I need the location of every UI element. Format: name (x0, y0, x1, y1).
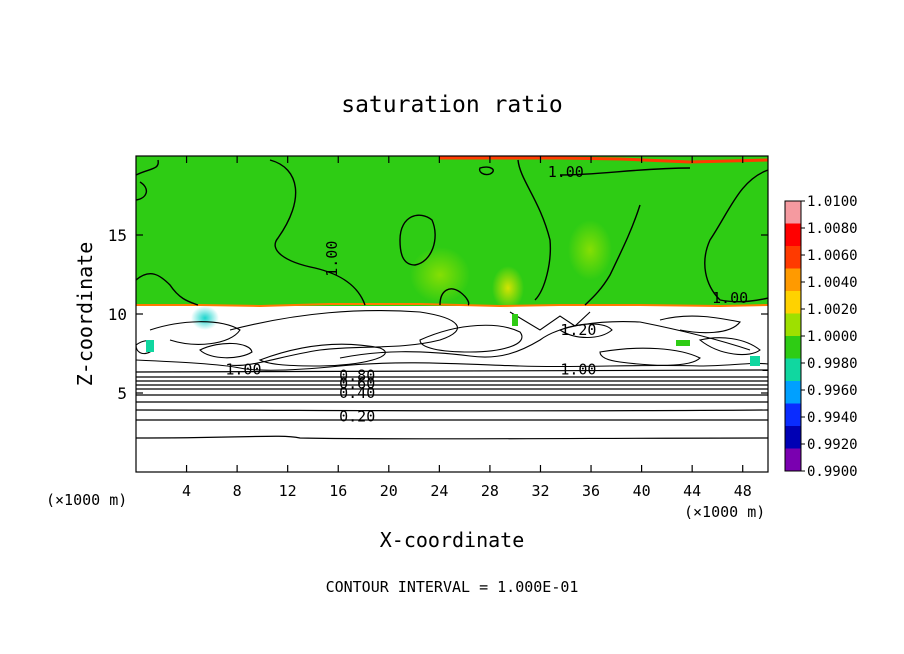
x-tick-label: 28 (481, 482, 499, 500)
green-blotch-right (676, 340, 690, 346)
x-tick-label: 32 (531, 482, 549, 500)
contour-label: 0.80 (339, 367, 375, 385)
x-tick-label: 24 (430, 482, 448, 500)
colorbar-swatch (785, 268, 801, 292)
cyan-blotch-left (146, 340, 154, 352)
colorbar-label: 1.0080 (807, 221, 858, 237)
lightgreen-anomaly-1 (410, 247, 470, 303)
contour-interval-note: CONTOUR INTERVAL = 1.000E-01 (326, 578, 579, 596)
contour-label: 1.00 (712, 289, 748, 307)
contour-label: 1.20 (560, 321, 596, 339)
x-tick-label: 40 (633, 482, 651, 500)
y-axis: 5 10 15 (108, 226, 768, 403)
colorbar: 1.0100 1.0080 1.0060 1.0040 1.0020 1.0000 0.99… (784, 194, 858, 480)
y-tick-label: 10 (108, 305, 127, 324)
colorbar-swatch (785, 358, 801, 382)
colorbar-label: 1.0020 (807, 302, 858, 318)
y-tick-label: 15 (108, 226, 127, 245)
colorbar-swatch (785, 403, 801, 427)
chart-title: saturation ratio (341, 92, 563, 118)
contour-label: 0.60 (339, 375, 375, 393)
x-tick-label: 48 (734, 482, 752, 500)
cyan-anomaly (191, 306, 219, 330)
contour-label: 1.00 (225, 360, 261, 378)
z-unit-label: (×1000 m) (46, 491, 127, 509)
top-fringe (440, 156, 768, 164)
colorbar-label: 0.9980 (807, 356, 858, 372)
contour-label: 1.00 (323, 241, 341, 277)
x-tick-label: 16 (329, 482, 347, 500)
y-axis-label: Z-coordinate (73, 242, 97, 387)
x-axis: 4 8 12 16 20 24 28 32 36 40 44 48 (182, 156, 752, 500)
colorbar-swatch (785, 381, 801, 404)
green-blotch-mid (512, 314, 518, 326)
base-fringe (136, 303, 768, 308)
colorbar-label: 1.0100 (807, 194, 858, 210)
colorbar-swatch (785, 201, 801, 224)
colorbar-swatch (785, 336, 801, 359)
x-tick-label: 4 (182, 482, 191, 500)
colorbar-swatch (785, 291, 801, 314)
plot-area (135, 155, 769, 473)
x-tick-label: 8 (233, 482, 242, 500)
contour-label: 0.40 (339, 384, 375, 402)
colorbar-swatch (785, 426, 801, 449)
colorbar-label: 1.0060 (807, 248, 858, 264)
y-tick-label: 5 (117, 384, 127, 403)
x-axis-label: X-coordinate (380, 528, 525, 552)
yellow-anomaly (492, 266, 524, 310)
colorbar-label: 0.9960 (807, 383, 858, 399)
contour-label: 1.00 (560, 360, 596, 378)
colorbar-label: 0.9940 (807, 410, 858, 426)
colorbar-label: 0.9920 (807, 437, 858, 453)
x-tick-label: 12 (279, 482, 297, 500)
x-unit-label: (×1000 m) (684, 503, 765, 521)
lightgreen-anomaly-2 (568, 220, 612, 280)
x-tick-label: 20 (380, 482, 398, 500)
colorbar-label: 1.0040 (807, 275, 858, 291)
colorbar-swatch (785, 448, 801, 472)
contour-label: 0.20 (339, 408, 375, 426)
colorbar-swatch (785, 223, 801, 247)
cloud-contours (136, 310, 768, 371)
x-tick-label: 44 (683, 482, 701, 500)
colorbar-swatch (785, 246, 801, 269)
contour-labels: 1.00 1.00 1.00 1.20 1.00 1.00 0.800.600.40 0.20 (225, 163, 748, 426)
colorbar-label: 0.9900 (807, 464, 858, 480)
contour-label: 1.00 (548, 163, 584, 181)
upper-contours (136, 159, 768, 306)
lower-contours (136, 369, 768, 440)
colorbar-swatch (785, 313, 801, 337)
x-tick-label: 36 (582, 482, 600, 500)
cyan-blotch-right (750, 356, 760, 366)
colorbar-label: 1.0000 (807, 329, 858, 345)
